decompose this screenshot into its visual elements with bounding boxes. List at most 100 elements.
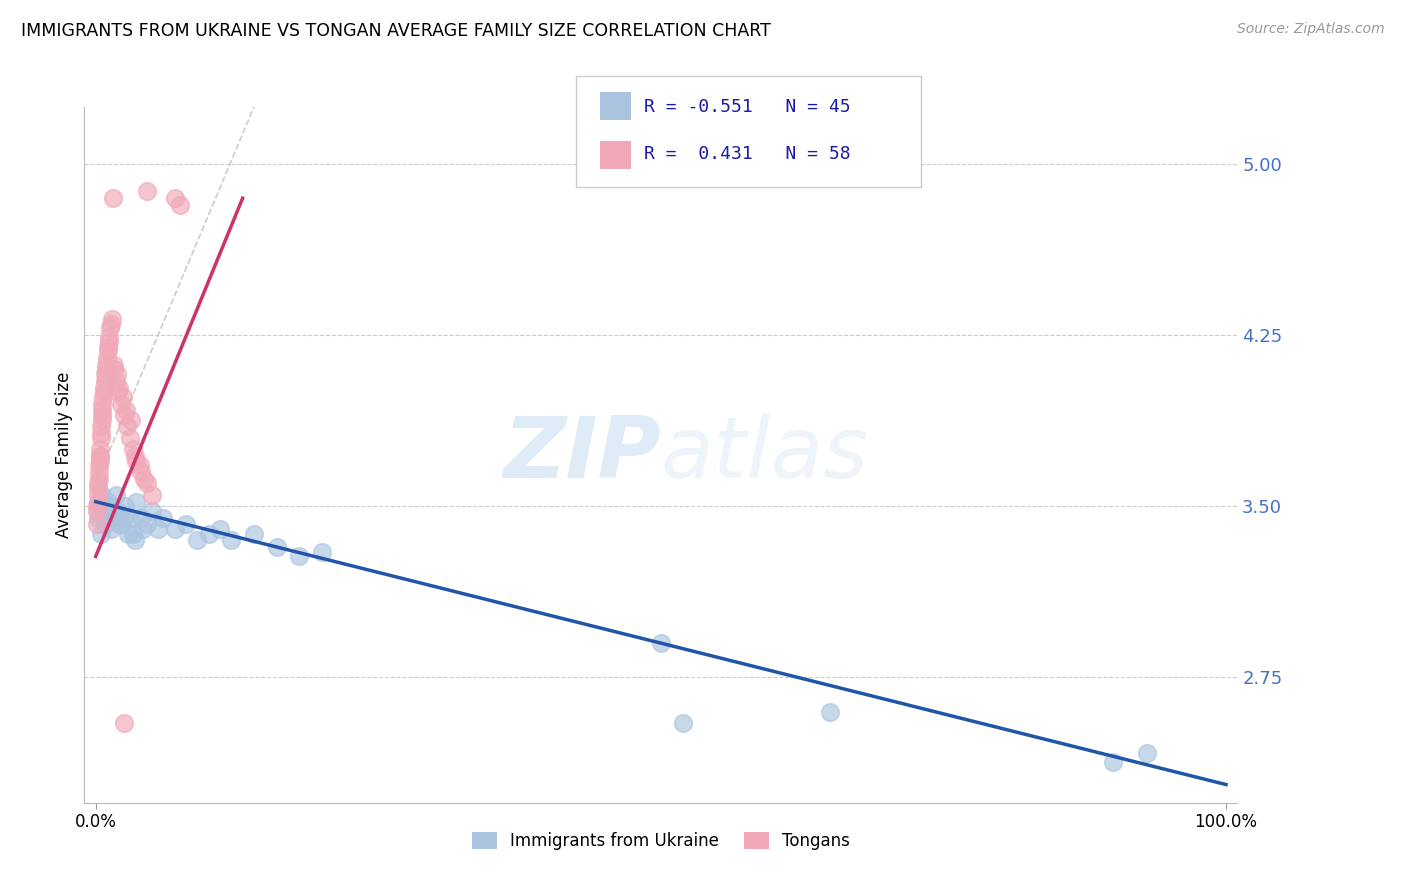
Point <box>114 715 136 730</box>
Point <box>132 522 155 536</box>
Point <box>820 705 842 719</box>
Point <box>650 636 672 650</box>
Point <box>129 465 152 479</box>
Point <box>208 522 231 536</box>
Point <box>169 198 191 212</box>
Point <box>90 412 112 426</box>
Text: R =  0.431   N = 58: R = 0.431 N = 58 <box>644 145 851 163</box>
Point <box>122 442 145 457</box>
Point <box>86 517 108 532</box>
Point <box>98 500 121 514</box>
Point <box>87 481 110 495</box>
Point <box>135 185 157 199</box>
Point <box>105 367 128 381</box>
Point <box>98 321 121 335</box>
Point <box>105 488 128 502</box>
Point <box>93 517 115 532</box>
Text: atlas: atlas <box>661 413 869 497</box>
Point <box>101 312 124 326</box>
Point <box>96 504 118 518</box>
Point <box>89 458 111 473</box>
Point <box>87 476 110 491</box>
Point <box>93 381 115 395</box>
Point <box>93 374 115 388</box>
Point <box>96 351 118 365</box>
Point <box>100 522 122 536</box>
Point <box>1136 746 1159 760</box>
Point <box>90 431 112 445</box>
Text: R = -0.551   N = 45: R = -0.551 N = 45 <box>644 98 851 116</box>
Point <box>100 317 122 331</box>
Point <box>91 403 114 417</box>
Point <box>163 191 186 205</box>
Point <box>90 408 112 422</box>
Point <box>87 472 110 486</box>
Point <box>87 494 110 508</box>
Point <box>97 340 120 354</box>
Point <box>89 449 111 463</box>
Point <box>114 500 136 514</box>
Point <box>94 362 117 376</box>
Point <box>174 517 197 532</box>
Point <box>112 510 135 524</box>
Point <box>86 494 108 508</box>
Point <box>89 453 111 467</box>
Point <box>91 396 114 410</box>
Point <box>90 526 112 541</box>
Point <box>104 504 127 518</box>
Point <box>186 533 208 548</box>
Point <box>87 488 110 502</box>
Point <box>94 358 117 372</box>
Point <box>96 344 118 359</box>
Point <box>134 472 156 486</box>
Point <box>197 526 219 541</box>
Point <box>97 330 120 344</box>
Point <box>110 396 132 410</box>
Text: Source: ZipAtlas.com: Source: ZipAtlas.com <box>1237 22 1385 37</box>
Point <box>146 522 169 536</box>
Point <box>163 522 186 536</box>
Point <box>86 500 108 514</box>
Point <box>128 458 150 473</box>
Point <box>107 504 129 518</box>
Point <box>672 715 695 730</box>
Point <box>124 449 146 463</box>
Point <box>311 545 333 559</box>
Point <box>107 385 129 400</box>
Point <box>105 374 128 388</box>
Point <box>141 488 163 502</box>
Point <box>91 390 114 404</box>
Text: IMMIGRANTS FROM UKRAINE VS TONGAN AVERAGE FAMILY SIZE CORRELATION CHART: IMMIGRANTS FROM UKRAINE VS TONGAN AVERAG… <box>21 22 770 40</box>
Point <box>97 494 120 508</box>
Point <box>87 510 110 524</box>
Point <box>122 526 145 541</box>
Point <box>98 334 121 349</box>
Y-axis label: Average Family Size: Average Family Size <box>55 372 73 538</box>
Point <box>94 367 117 381</box>
Point <box>266 541 288 555</box>
Point <box>87 465 110 479</box>
Point <box>152 510 174 524</box>
Point <box>111 517 134 532</box>
Point <box>101 191 124 205</box>
Point <box>103 362 125 376</box>
Point <box>129 510 152 524</box>
Point <box>91 488 114 502</box>
Point <box>108 517 131 532</box>
Point <box>103 358 125 372</box>
Point <box>221 533 243 548</box>
Point <box>112 408 135 422</box>
Point <box>288 549 311 564</box>
Point <box>89 500 111 514</box>
Point <box>124 533 146 548</box>
Point <box>86 504 108 518</box>
Point <box>243 526 266 541</box>
Point <box>93 510 115 524</box>
Point <box>118 431 141 445</box>
Point <box>120 412 142 426</box>
Point <box>115 403 138 417</box>
Point <box>89 442 111 457</box>
Point <box>117 419 139 434</box>
Point <box>89 449 111 463</box>
Point <box>101 510 124 524</box>
